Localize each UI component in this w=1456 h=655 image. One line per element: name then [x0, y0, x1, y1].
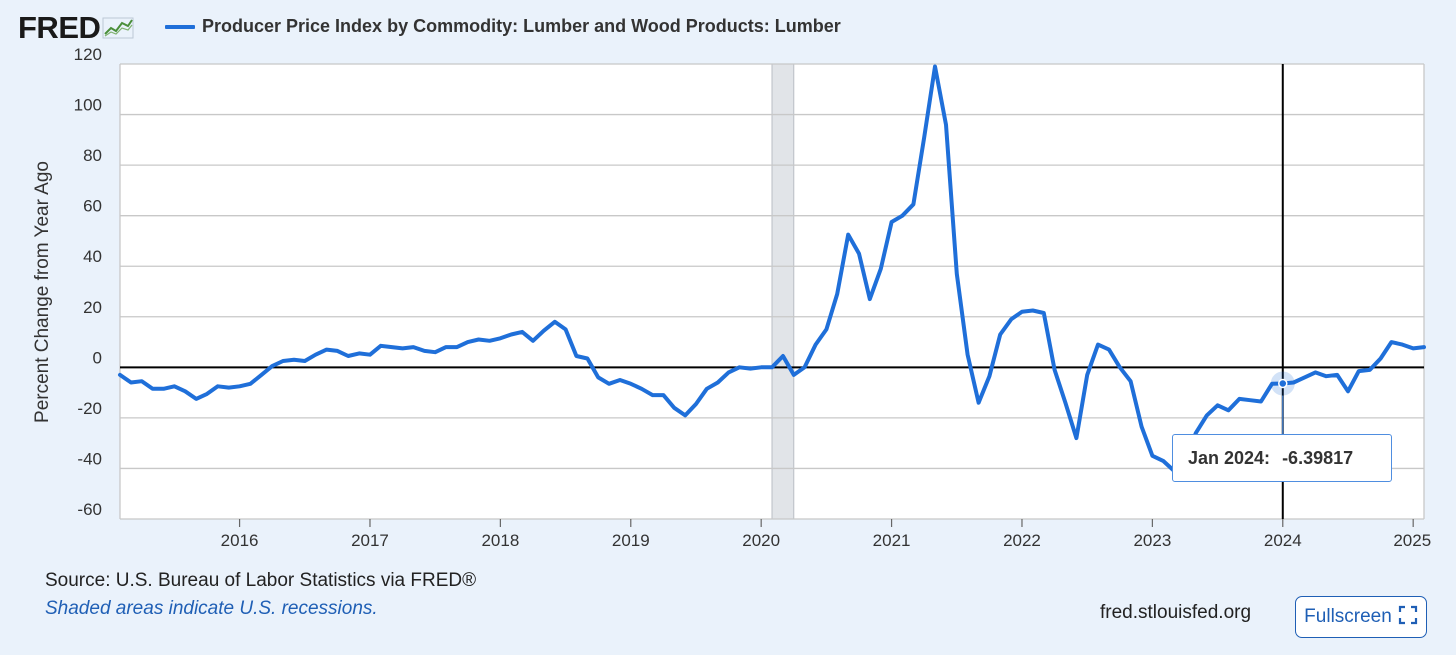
recession-band: [771, 63, 795, 520]
x-tick-labels: 2016 2017 2018 2019 2020 2021 2022 2023 2024 2025: [221, 519, 1431, 550]
fred-logo-text: FRED: [18, 10, 101, 45]
grid-lines: [119, 63, 1425, 520]
legend-label: Producer Price Index by Commodity: Lumbe…: [202, 16, 841, 36]
y-tick-label: 20: [83, 298, 102, 317]
x-tick-label: 2017: [351, 531, 389, 550]
legend-swatch: [165, 24, 195, 29]
y-tick-label: -40: [77, 449, 102, 468]
source-note: Source: U.S. Bureau of Labor Statistics …: [45, 570, 477, 591]
y-tick-labels: -60 -40 -20 0 20 40 60 80 100 120: [74, 45, 102, 519]
y-axis-label: Percent Change from Year Ago: [32, 161, 53, 423]
hover-marker: [1270, 371, 1295, 434]
recession-bands: [771, 63, 795, 520]
series-lines[interactable]: [118, 64, 1426, 473]
line-chart-icon: [102, 15, 134, 44]
fullscreen-button[interactable]: Fullscreen: [1295, 596, 1427, 638]
fred-logo[interactable]: FRED: [18, 10, 134, 46]
y-tick-label: 100: [74, 96, 102, 115]
site-link[interactable]: fred.stlouisfed.org: [1100, 602, 1252, 623]
x-tick-label: 2024: [1264, 531, 1302, 550]
data-tooltip: Jan 2024: -6.39817: [1172, 434, 1392, 482]
legend[interactable]: Producer Price Index by Commodity: Lumbe…: [165, 16, 841, 37]
tooltip-date: Jan 2024:: [1188, 447, 1271, 468]
y-tick-label: -60: [77, 500, 102, 519]
x-tick-label: 2019: [612, 531, 650, 550]
x-tick-label: 2020: [742, 531, 780, 550]
x-tick-label: 2016: [221, 531, 259, 550]
x-tick-label: 2018: [481, 531, 519, 550]
x-tick-label: 2022: [1003, 531, 1041, 550]
x-tick-label: 2021: [873, 531, 911, 550]
hover-marker-point: [1278, 378, 1288, 389]
series-line[interactable]: [118, 64, 1426, 473]
y-tick-label: 60: [83, 197, 102, 216]
y-tick-label: 0: [93, 348, 102, 367]
tooltip-value: -6.39817: [1282, 447, 1354, 468]
expand-icon: [1398, 605, 1418, 630]
fullscreen-label: Fullscreen: [1304, 606, 1392, 627]
y-tick-label: -20: [77, 399, 102, 418]
y-tick-label: 120: [74, 45, 102, 64]
y-tick-label: 80: [83, 146, 102, 165]
y-tick-label: 40: [83, 247, 102, 266]
x-tick-label: 2023: [1133, 531, 1171, 550]
chart-header: FRED Producer Price Index by Commodity: …: [0, 0, 1456, 56]
recession-note: Shaded areas indicate U.S. recessions.: [45, 598, 378, 619]
x-tick-label: 2025: [1393, 531, 1431, 550]
